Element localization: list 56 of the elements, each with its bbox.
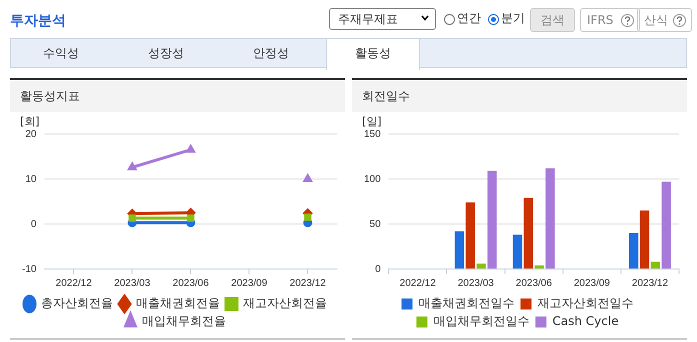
- x-tick-label: 2022/12: [56, 278, 92, 289]
- x-tick-label: 2023/06: [172, 278, 210, 289]
- text: 산식: [644, 13, 668, 27]
- bar: [466, 202, 475, 268]
- text: 성장성: [147, 45, 185, 62]
- text: 투자분석: [10, 12, 66, 30]
- legend-label: 매출채권회전일수: [418, 296, 514, 310]
- y-tick-label: -10: [22, 264, 37, 275]
- y-tick-label: 100: [364, 174, 382, 185]
- bar: [629, 233, 638, 268]
- text: 수익성: [42, 45, 80, 62]
- chart-title: 회전일수: [352, 80, 687, 112]
- x-tick-label: 2023/12: [632, 278, 668, 289]
- x-tick-label: 2023/09: [574, 278, 610, 289]
- legend-label: 재고자산회전율: [243, 296, 327, 310]
- y-tick-label: 0: [30, 218, 37, 230]
- chart-title: 활동성지표: [10, 80, 345, 112]
- legend-label: Cash Cycle: [552, 314, 619, 328]
- x-tick-label: 2023/06: [516, 278, 552, 289]
- point: [128, 214, 136, 222]
- bar: [662, 182, 671, 268]
- legend-label: 총자산회전율: [41, 296, 113, 310]
- y-tick-label: 0: [375, 264, 382, 275]
- text: 분기: [501, 10, 525, 27]
- point: [187, 214, 194, 222]
- y-tick-label: 150: [364, 128, 382, 140]
- text: 주재무제표: [329, 8, 436, 30]
- x-tick-label: 2022/12: [400, 278, 436, 289]
- bar: [487, 170, 497, 268]
- text: IFRS: [587, 13, 614, 27]
- point: [304, 214, 312, 221]
- text: 검색: [530, 8, 575, 32]
- x-tick-label: 2023/03: [458, 278, 494, 289]
- x-tick-label: 2023/12: [290, 278, 326, 289]
- y-tick-label: 10: [25, 174, 37, 185]
- bar: [546, 168, 555, 268]
- bar: [534, 265, 544, 268]
- text: 안정성: [252, 45, 290, 62]
- y-tick-label: 20: [25, 128, 37, 140]
- legend-label: 매출채권회전율: [136, 296, 220, 310]
- y-axis-title: [회]: [20, 114, 40, 128]
- y-axis-title: [일]: [362, 114, 382, 128]
- bar: [650, 262, 660, 268]
- bar: [524, 198, 534, 268]
- legend-label: 매입채무회전일수: [433, 314, 530, 328]
- legend-label: 재고자산회전일수: [538, 296, 634, 310]
- bar: [476, 264, 486, 268]
- bar: [512, 234, 522, 268]
- x-tick-label: 2023/09: [231, 278, 268, 289]
- bar: [454, 231, 464, 268]
- legend-label: 매입채무회전율: [142, 314, 226, 328]
- y-tick-label: 50: [370, 218, 382, 230]
- x-tick-label: 2023/03: [114, 278, 151, 289]
- text: 활동성: [326, 38, 420, 70]
- text: 연간: [457, 10, 481, 27]
- bar: [640, 210, 650, 268]
